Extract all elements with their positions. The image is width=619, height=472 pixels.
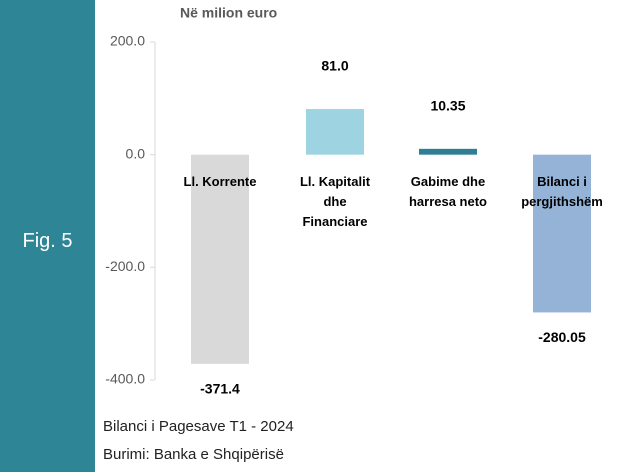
- x-tick-label: Gabime dhe harresa neto: [408, 174, 488, 209]
- x-tick-label: Ll. Korrente: [183, 174, 257, 189]
- footer-source: Burimi: Banka e Shqipërisë: [103, 446, 284, 463]
- y-tick-label: 200.0: [110, 33, 145, 49]
- x-tick-label: Bilanci i pergjithshëm: [521, 174, 603, 209]
- unit-label: Në milion euro: [180, 5, 277, 21]
- data-label: -280.05: [538, 329, 586, 345]
- y-tick-label: 0.0: [126, 145, 146, 161]
- figure-label: Fig. 5: [22, 230, 73, 252]
- data-label: 10.35: [430, 98, 465, 114]
- data-label: 81.0: [321, 58, 348, 74]
- y-tick-label: -400.0: [105, 371, 145, 387]
- bar: [191, 154, 249, 364]
- x-tick-label: Ll. Kapitalit dhe Financiare: [299, 174, 371, 229]
- bar: [306, 109, 364, 155]
- bar: [533, 154, 591, 313]
- y-tick-label: -200.0: [105, 258, 145, 274]
- data-label: -371.4: [200, 381, 240, 397]
- sidebar: [0, 0, 95, 472]
- bar: [419, 148, 477, 155]
- footer-title: Bilanci i Pagesave T1 - 2024: [103, 418, 294, 435]
